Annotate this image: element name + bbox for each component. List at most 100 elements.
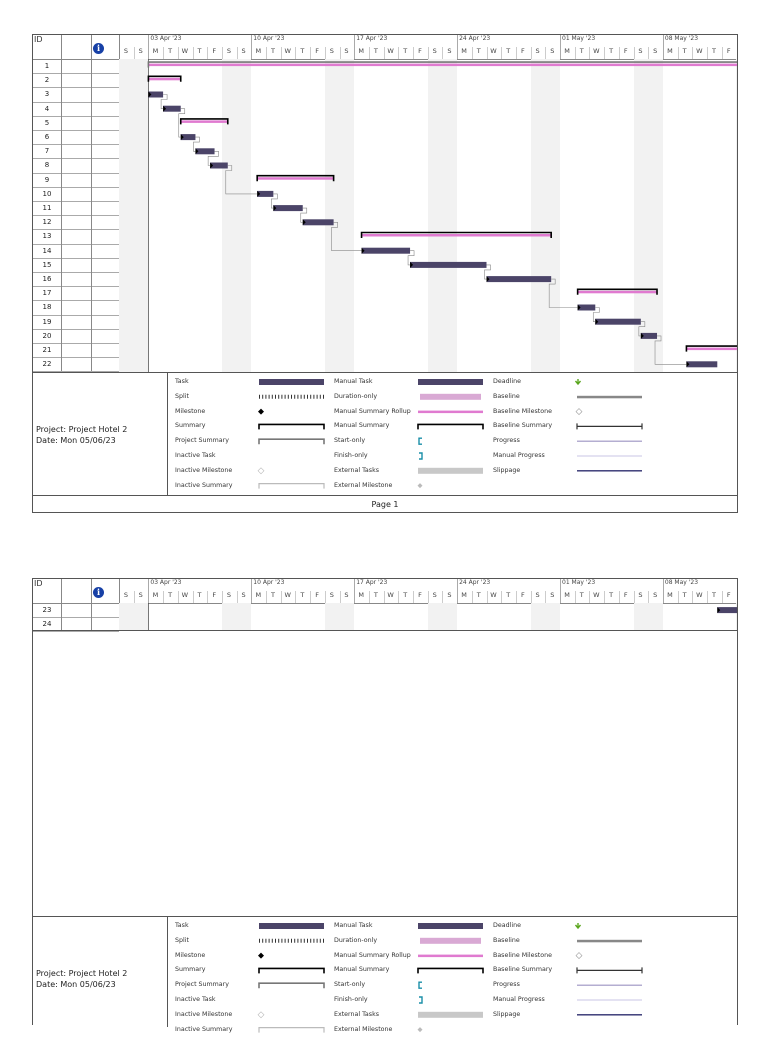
summary-bar[interactable] xyxy=(576,288,658,295)
table-row[interactable]: 22 xyxy=(33,357,119,373)
table-row[interactable]: 21 xyxy=(33,343,119,359)
task-bar[interactable] xyxy=(640,332,658,339)
timescale-day: M xyxy=(667,591,673,599)
week-divider xyxy=(457,35,459,59)
table-row[interactable]: 18 xyxy=(33,300,119,316)
table-row[interactable]: 1 xyxy=(33,59,119,75)
table-row[interactable]: 24 xyxy=(33,617,119,633)
id-column-header[interactable]: ID xyxy=(33,579,62,603)
baseline-summary-bar xyxy=(148,77,181,81)
timescale-day: T xyxy=(476,591,481,599)
table-row[interactable]: 11 xyxy=(33,201,119,217)
info-icon: i xyxy=(93,587,104,598)
table-row[interactable]: 17 xyxy=(33,286,119,302)
task-bar[interactable] xyxy=(410,261,487,268)
task-bar[interactable] xyxy=(361,247,411,254)
task-id: 24 xyxy=(33,617,62,632)
timescale-week-label: 08 May '23 xyxy=(664,579,699,586)
timescale-day: S xyxy=(226,47,231,55)
day-divider xyxy=(471,47,473,59)
indicator-cell xyxy=(61,101,92,116)
table-row[interactable]: 2 xyxy=(33,73,119,89)
timescale-day: T xyxy=(609,591,614,599)
legend-label: Finish-only xyxy=(334,996,368,1003)
table-row[interactable]: 4 xyxy=(33,101,119,117)
timescale-day: W xyxy=(284,47,291,55)
table-row[interactable]: 19 xyxy=(33,314,119,330)
task-bar[interactable] xyxy=(686,361,718,368)
task-id: 17 xyxy=(33,286,62,301)
task-bar[interactable] xyxy=(595,318,641,325)
task-bar[interactable] xyxy=(302,219,334,226)
day-divider xyxy=(648,591,650,603)
table-row[interactable]: 8 xyxy=(33,158,119,174)
timescale-day: T xyxy=(579,591,584,599)
legend-external-tasks-symbol xyxy=(418,467,483,474)
baseline-summary-bar xyxy=(148,63,737,67)
dependency-link xyxy=(638,321,646,337)
task-bar[interactable] xyxy=(148,91,164,98)
task-id: 8 xyxy=(33,158,62,173)
summary-bar[interactable] xyxy=(179,118,229,125)
constraint-marker xyxy=(640,332,644,339)
task-bar[interactable] xyxy=(210,162,228,169)
day-divider xyxy=(545,591,547,603)
table-row[interactable]: 9 xyxy=(33,172,119,188)
table-row[interactable]: 14 xyxy=(33,243,119,259)
id-header-label: ID xyxy=(34,579,43,588)
table-row[interactable]: 15 xyxy=(33,257,119,273)
timescale-day: S xyxy=(638,591,643,599)
project-summary-bar[interactable] xyxy=(147,61,737,68)
legend-manual-task-symbol xyxy=(418,379,483,385)
task-bar[interactable] xyxy=(273,205,303,212)
task-bar[interactable] xyxy=(163,105,181,112)
table-row[interactable]: 20 xyxy=(33,328,119,344)
indicators-column-header[interactable]: i xyxy=(61,35,104,59)
timescale-day: S xyxy=(344,591,349,599)
task-bar[interactable] xyxy=(257,190,274,197)
table-row[interactable]: 12 xyxy=(33,215,119,231)
summary-bar[interactable] xyxy=(256,174,335,182)
day-divider xyxy=(486,591,488,603)
day-divider xyxy=(618,591,620,603)
table-row[interactable]: 5 xyxy=(33,115,119,131)
day-divider xyxy=(339,591,341,603)
timescale-day: W xyxy=(387,591,394,599)
task-bar[interactable] xyxy=(180,134,196,141)
id-column-header[interactable]: ID xyxy=(33,35,62,59)
task-bar[interactable] xyxy=(577,304,596,311)
info-icon: i xyxy=(93,43,104,54)
day-divider xyxy=(589,47,591,59)
task-bar[interactable] xyxy=(195,148,215,155)
indicators-column-header[interactable]: i xyxy=(61,579,104,603)
table-row[interactable]: 3 xyxy=(33,87,119,103)
table-row[interactable]: 16 xyxy=(33,272,119,288)
table-row[interactable]: 23 xyxy=(33,603,119,619)
day-divider xyxy=(207,591,209,603)
timescale-day: F xyxy=(726,47,731,55)
gantt-chart-area[interactable] xyxy=(119,603,737,631)
day-divider xyxy=(221,47,223,59)
dependency-link xyxy=(654,335,687,365)
table-row[interactable]: 6 xyxy=(33,130,119,146)
timescale-day: W xyxy=(593,47,600,55)
timescale-day: M xyxy=(358,591,364,599)
timescale-day: T xyxy=(168,47,173,55)
table-row[interactable]: 10 xyxy=(33,186,119,202)
day-divider xyxy=(295,47,297,59)
summary-bar[interactable] xyxy=(685,345,737,352)
timescale-day: S xyxy=(329,47,334,55)
constraint-marker xyxy=(486,276,490,283)
day-divider xyxy=(604,591,606,603)
summary-bar[interactable] xyxy=(360,231,552,239)
timescale-day: T xyxy=(300,47,305,55)
weekend-shading xyxy=(736,59,737,372)
task-bar[interactable] xyxy=(486,276,552,283)
gantt-chart-area[interactable] xyxy=(119,59,737,400)
table-row[interactable]: 13 xyxy=(33,229,119,245)
summary-bar[interactable] xyxy=(147,75,182,82)
constraint-marker xyxy=(148,91,152,98)
indicator-cell xyxy=(61,357,92,372)
table-row[interactable]: 7 xyxy=(33,144,119,160)
task-bar[interactable] xyxy=(717,607,737,614)
